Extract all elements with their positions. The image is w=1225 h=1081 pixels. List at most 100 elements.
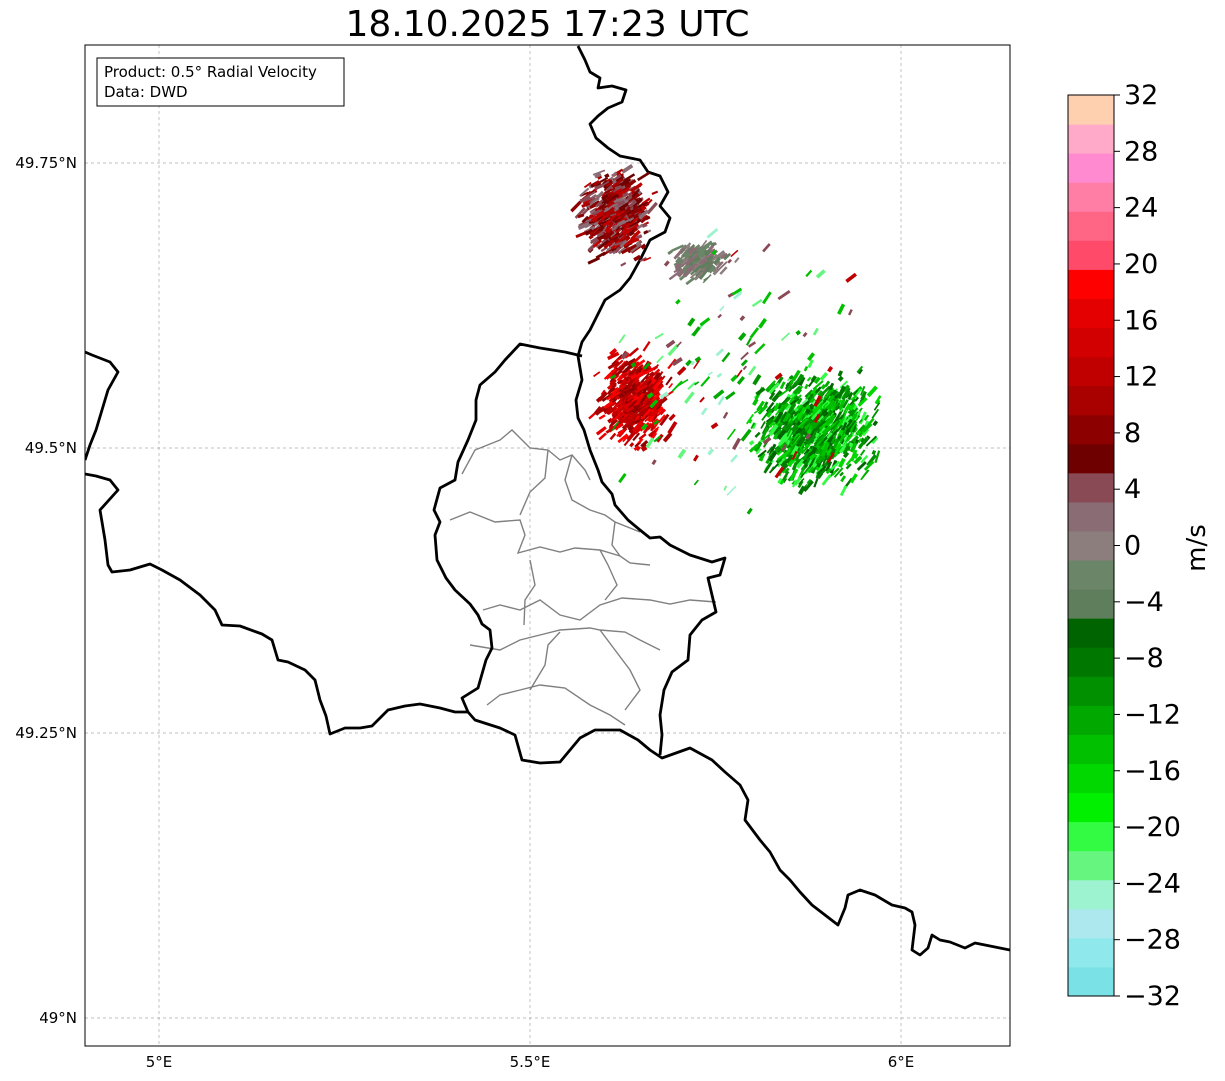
radar-echo <box>784 422 793 431</box>
radar-echo <box>873 402 881 411</box>
radar-echo <box>722 411 729 419</box>
x-tick-labels: 5°E5.5°E6°E6.5°E7°E <box>146 1053 915 1071</box>
radar-echo <box>625 209 633 216</box>
radar-echo <box>635 359 646 368</box>
radar-echo <box>609 374 617 380</box>
radar-echo <box>740 359 748 367</box>
radar-echo <box>872 420 879 427</box>
radar-echo <box>626 185 636 192</box>
radar-echo <box>776 428 787 440</box>
colorbar-tick-label: 0 <box>1124 531 1141 562</box>
radar-echo <box>693 244 701 250</box>
y-tick-label: 49.25°N <box>15 724 77 742</box>
radar-echo <box>805 426 810 433</box>
colorbar-tick-label: −28 <box>1124 925 1181 956</box>
radar-echo <box>755 448 762 455</box>
radar-echo <box>730 454 739 463</box>
radar-echo <box>654 332 664 340</box>
radar-echo <box>629 185 641 192</box>
radar-echo <box>604 193 614 202</box>
radar-echo <box>814 420 826 431</box>
radar-echo <box>593 371 601 378</box>
radar-echo <box>806 394 812 400</box>
radar-echo <box>765 415 775 423</box>
radar-echo <box>649 399 659 409</box>
radar-echo <box>732 291 742 300</box>
radar-echo <box>645 393 655 406</box>
radar-echo <box>649 371 656 378</box>
radar-echo <box>794 427 803 436</box>
radar-echo <box>849 398 856 406</box>
radar-echo <box>682 263 691 272</box>
radar-echo <box>650 425 656 432</box>
radar-echo <box>628 347 640 357</box>
radar-echo <box>772 425 782 436</box>
radar-echo <box>747 365 757 376</box>
radar-echo <box>626 238 640 246</box>
national-borders <box>85 45 1010 957</box>
colorbar-segment <box>1068 298 1114 329</box>
radar-echo <box>752 374 762 386</box>
radar-echo <box>687 256 701 267</box>
radar-echo <box>756 400 765 412</box>
radar-echo <box>710 422 719 430</box>
radar-echo <box>803 443 809 449</box>
radar-echo <box>630 381 642 394</box>
radar-echo <box>760 426 769 441</box>
radar-echo <box>640 439 649 448</box>
radar-echo <box>802 452 809 463</box>
radar-echo <box>619 360 630 371</box>
radar-echo <box>636 223 644 230</box>
radar-echo <box>742 365 748 371</box>
radar-echo <box>608 386 616 394</box>
radar-echo <box>642 422 653 434</box>
radar-echo <box>641 408 652 420</box>
radar-echo <box>811 462 818 468</box>
radar-echo <box>762 243 771 253</box>
radar-echo <box>849 406 858 418</box>
radar-echo <box>812 380 824 391</box>
radar-echo <box>632 223 639 229</box>
radar-echo <box>620 351 629 360</box>
radar-echo <box>628 230 635 237</box>
radar-echo <box>871 449 877 456</box>
radar-echo <box>806 423 811 430</box>
radar-echo <box>622 435 629 443</box>
radar-echo <box>688 248 695 255</box>
radar-echo <box>589 209 597 216</box>
radar-echo <box>621 163 634 174</box>
radar-echo <box>852 404 858 411</box>
radar-echo <box>746 507 753 515</box>
radar-echo <box>683 264 695 278</box>
radar-echo <box>781 444 787 452</box>
radar-echo <box>720 252 729 260</box>
radar-echo <box>671 244 685 252</box>
radar-echo <box>684 256 695 267</box>
radar-echo <box>642 379 653 392</box>
radar-echo <box>646 201 658 215</box>
radar-echo <box>774 372 783 381</box>
radar-echo <box>616 402 626 415</box>
radar-echo <box>597 232 604 238</box>
radar-echo <box>652 378 663 390</box>
radar-echo <box>628 399 638 409</box>
radar-echo <box>734 257 740 264</box>
radar-echo <box>788 402 796 411</box>
radar-echo <box>693 359 700 370</box>
radar-echo <box>638 433 647 441</box>
radar-echo <box>757 404 768 415</box>
radar-echo <box>698 252 706 259</box>
radar-echo <box>714 260 722 267</box>
radar-echo <box>791 479 798 488</box>
radar-echo <box>583 181 592 189</box>
radar-echo <box>605 406 614 415</box>
radar-echo <box>694 381 700 386</box>
radar-echo <box>640 215 650 224</box>
radar-echo <box>611 421 620 431</box>
radar-echo <box>813 453 820 464</box>
radar-echo <box>816 465 827 475</box>
radar-echo <box>591 213 602 223</box>
radar-echo <box>751 298 763 308</box>
radar-echo <box>791 434 800 445</box>
radar-echo <box>638 379 649 391</box>
